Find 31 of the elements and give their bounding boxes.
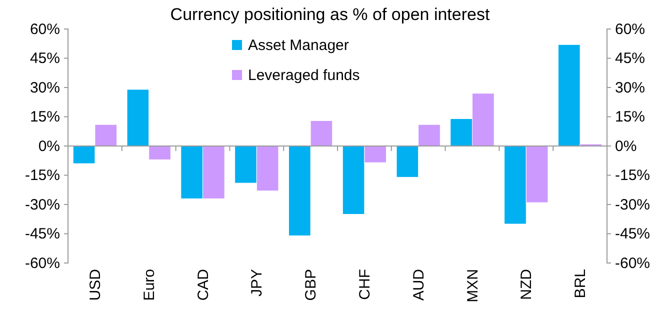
y-tick-label: 0% <box>38 138 60 155</box>
x-tick-label: USD <box>86 268 104 301</box>
chart-title: Currency positioning as % of open interest <box>170 5 490 24</box>
x-tick-label: CAD <box>194 268 212 301</box>
x-tick-label: GBP <box>302 269 320 301</box>
legend-label: Asset Manager <box>248 37 349 54</box>
y-tick-label: -60% <box>24 254 60 272</box>
x-tick-label: BRL <box>572 269 590 298</box>
x-tick-label: Euro <box>140 269 158 301</box>
x-tick-label: JPY <box>248 269 266 297</box>
x-tick-label: AUD <box>410 268 428 301</box>
y2-tick-label: -30% <box>615 196 650 214</box>
y-tick-label: -15% <box>24 167 60 184</box>
y2-tick-label: 30% <box>615 79 646 96</box>
y2-tick-label: 60% <box>615 20 646 38</box>
y2-tick-label: 45% <box>615 50 646 68</box>
y-tick-label: 15% <box>30 108 60 126</box>
y2-tick-label: -45% <box>615 226 650 243</box>
y2-tick-label: -15% <box>615 167 650 184</box>
legend-label: Leveraged funds <box>248 67 360 84</box>
x-tick-label: CHF <box>356 269 374 300</box>
y-tick-label: 45% <box>30 50 60 68</box>
y-tick-label: -30% <box>24 196 60 214</box>
y-tick-label: -45% <box>24 226 60 243</box>
y2-tick-label: 15% <box>615 108 646 126</box>
y-tick-label: 30% <box>30 79 60 96</box>
x-tick-label: MXN <box>464 269 482 302</box>
x-tick-label: NZD <box>518 268 536 300</box>
y2-tick-label: -60% <box>615 254 650 272</box>
y-tick-label: 60% <box>30 20 60 38</box>
y2-tick-label: 0% <box>615 138 637 155</box>
